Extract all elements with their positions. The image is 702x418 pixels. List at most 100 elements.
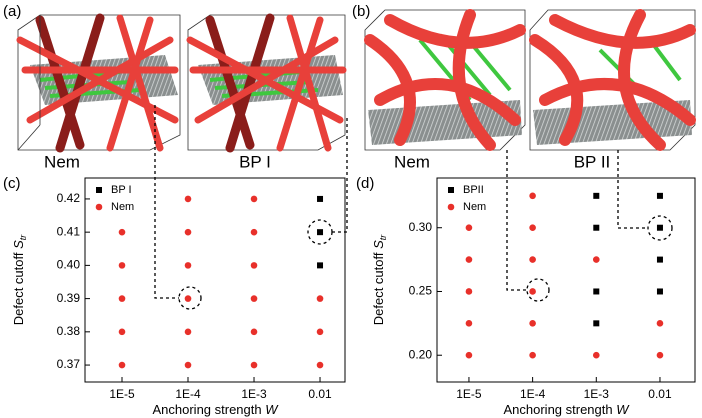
y-tick-label: 0.38 xyxy=(57,324,81,338)
marker-circle xyxy=(529,320,536,327)
marker-circle xyxy=(184,195,192,203)
x-axis-label-symbol: W xyxy=(616,402,630,417)
marker-circle xyxy=(529,351,536,359)
marker-circle xyxy=(316,361,324,369)
charts: 0.37 0.38 0.39 0.40 0.41 0.42 1E-5 1E-4 1E-3 0.01… xyxy=(3,175,696,417)
marker-circle xyxy=(465,351,473,359)
marker-circle xyxy=(465,256,473,263)
y-tick-label: 0.30 xyxy=(409,220,433,234)
marker-circle xyxy=(250,361,258,369)
marker-circle xyxy=(592,256,600,263)
y-axis-label-symbol: S xyxy=(371,240,386,249)
marker-circle xyxy=(118,328,126,336)
panel-label: (c) xyxy=(3,175,21,192)
marker-circle xyxy=(184,262,192,269)
y-axis-label-symbol: S xyxy=(11,240,26,249)
marker-circle xyxy=(118,262,126,269)
marker-circle xyxy=(529,288,536,295)
marker-circle xyxy=(316,328,324,336)
render-bp2 xyxy=(529,9,696,151)
marker-square xyxy=(656,256,663,263)
marker-circle xyxy=(465,288,473,295)
marker-circle xyxy=(118,361,126,369)
marker-circle xyxy=(250,328,258,336)
render-nem-b xyxy=(364,9,526,151)
marker-circle xyxy=(118,295,126,302)
y-axis-label-subscript: tr xyxy=(18,234,28,241)
marker-circle xyxy=(656,351,664,359)
marker-circle xyxy=(250,195,258,203)
marker-square xyxy=(656,224,663,231)
image-label: Nem xyxy=(44,152,80,171)
x-tick-label: 1E-3 xyxy=(241,387,267,401)
marker-circle xyxy=(250,262,258,269)
panel-label: (b) xyxy=(352,3,370,20)
marker-circle xyxy=(184,361,192,369)
x-tick-label: 1E-5 xyxy=(109,387,135,401)
marker-square xyxy=(593,320,600,327)
marker-circle xyxy=(316,295,324,302)
x-tick-label: 1E-3 xyxy=(584,387,610,401)
x-axis-label: Anchoring strength W xyxy=(503,402,630,417)
marker-square xyxy=(593,224,600,231)
y-axis-label-text: Defect cutoff xyxy=(371,249,386,325)
legend-label: Nem xyxy=(111,201,134,213)
connectors xyxy=(154,105,673,310)
marker-circle xyxy=(529,256,536,263)
y-axis-label-text: Defect cutoff xyxy=(11,249,26,325)
y-axis-label-subscript: tr xyxy=(378,234,388,241)
render-nem-a xyxy=(16,13,181,153)
marker-circle xyxy=(184,228,192,236)
y-tick-label: 0.37 xyxy=(57,357,81,371)
marker-square xyxy=(656,288,663,295)
x-axis-label-text: Anchoring strength xyxy=(503,402,616,417)
marker-circle xyxy=(184,328,192,336)
image-label: Nem xyxy=(394,152,430,171)
marker-circle xyxy=(529,192,536,200)
legend-marker xyxy=(95,203,103,211)
y-tick-label: 0.41 xyxy=(57,224,81,238)
image-label: BP I xyxy=(239,152,271,171)
marker-square xyxy=(593,288,600,295)
marker-circle xyxy=(118,228,126,236)
legend-label: Nem xyxy=(463,201,486,213)
render-bp1 xyxy=(186,13,347,153)
marker-square xyxy=(593,192,600,199)
x-tick-label: 1E-4 xyxy=(520,387,546,401)
plot-frame xyxy=(436,177,696,383)
y-tick-label: 0.20 xyxy=(409,347,433,361)
legend-label: BP I xyxy=(111,184,132,196)
marker-circle xyxy=(250,295,258,302)
image-label: BP II xyxy=(574,152,611,171)
legend-marker xyxy=(448,187,454,193)
marker-square xyxy=(317,262,324,269)
x-tick-label: 1E-4 xyxy=(175,387,201,401)
x-tick-label: 0.01 xyxy=(308,387,332,401)
marker-square xyxy=(317,229,324,236)
plot-frame xyxy=(84,177,346,383)
legend-marker xyxy=(96,187,102,193)
legend-marker xyxy=(447,203,455,211)
marker-circle xyxy=(529,224,536,232)
x-tick-label: 0.01 xyxy=(648,387,672,401)
y-tick-label: 0.40 xyxy=(57,258,81,272)
y-tick-label: 0.25 xyxy=(409,284,433,298)
x-tick-label: 1E-5 xyxy=(456,387,482,401)
x-axis-label-symbol: W xyxy=(265,402,279,417)
marker-circle xyxy=(592,351,600,359)
y-axis-label: Defect cutoff Str xyxy=(371,234,388,326)
x-axis-label-text: Anchoring strength xyxy=(152,402,265,417)
marker-circle xyxy=(250,228,258,236)
y-axis-label: Defect cutoff Str xyxy=(11,234,28,326)
y-tick-label: 0.39 xyxy=(57,291,81,305)
marker-circle xyxy=(465,320,473,327)
y-tick-label: 0.42 xyxy=(57,191,81,205)
x-axis-label: Anchoring strength W xyxy=(152,402,279,417)
marker-circle xyxy=(656,320,664,327)
legend-label: BPII xyxy=(463,184,484,196)
panel-label: (d) xyxy=(356,175,374,192)
panel-label: (a) xyxy=(3,3,21,20)
marker-circle xyxy=(184,295,192,302)
marker-circle xyxy=(465,224,473,232)
